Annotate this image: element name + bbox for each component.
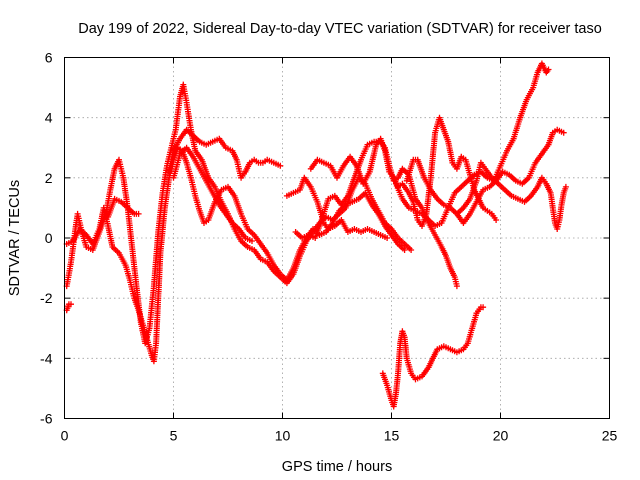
series-arc-3 xyxy=(63,144,408,365)
data-series xyxy=(63,60,569,410)
data-point xyxy=(560,129,567,136)
y-tick-labels: -6 -4 -2 0 2 4 6 xyxy=(40,50,53,427)
y-axis-label: SDTVAR / TECUs xyxy=(7,180,23,296)
series-arc-9 xyxy=(307,114,500,229)
y-tick-label: -6 xyxy=(40,411,53,427)
series-arc-1 xyxy=(63,81,415,347)
x-tick-label: 10 xyxy=(275,428,291,444)
series-arc-4 xyxy=(105,195,142,220)
y-tick-label: -4 xyxy=(40,350,53,366)
data-point xyxy=(562,183,569,190)
series-arc-13 xyxy=(379,304,487,410)
y-tick-label: -2 xyxy=(40,290,53,306)
axis-ticks xyxy=(64,57,610,419)
x-axis-label: GPS time / hours xyxy=(282,459,392,475)
y-tick-label: 4 xyxy=(45,110,53,126)
series-line xyxy=(168,128,282,179)
y-tick-label: 0 xyxy=(45,230,53,246)
x-tick-label: 15 xyxy=(384,428,400,444)
data-point xyxy=(401,247,408,253)
y-tick-label: 2 xyxy=(45,170,53,186)
x-tick-label: 0 xyxy=(61,428,69,444)
data-point xyxy=(277,162,284,169)
data-point xyxy=(453,283,460,290)
series-arc-11 xyxy=(403,126,567,226)
data-point xyxy=(408,247,415,253)
data-point xyxy=(480,304,487,311)
data-point xyxy=(135,210,142,217)
series-arc-6 xyxy=(170,144,255,244)
series-arc-2 xyxy=(63,301,74,314)
data-point xyxy=(384,235,391,241)
y-tick-label: 6 xyxy=(45,50,53,66)
data-point xyxy=(68,301,74,308)
data-point xyxy=(249,238,255,244)
series-arc-12 xyxy=(453,159,569,232)
data-point xyxy=(545,66,552,73)
x-tick-label: 20 xyxy=(493,428,509,444)
x-tick-label: 5 xyxy=(170,428,178,444)
data-point xyxy=(493,217,500,223)
grid xyxy=(64,57,610,419)
x-tick-label: 25 xyxy=(602,428,618,444)
x-tick-labels: 0 5 10 15 20 25 xyxy=(61,428,618,444)
series-arc-5 xyxy=(166,126,284,181)
chart-title: Day 199 of 2022, Sidereal Day-to-day VTE… xyxy=(78,21,602,37)
